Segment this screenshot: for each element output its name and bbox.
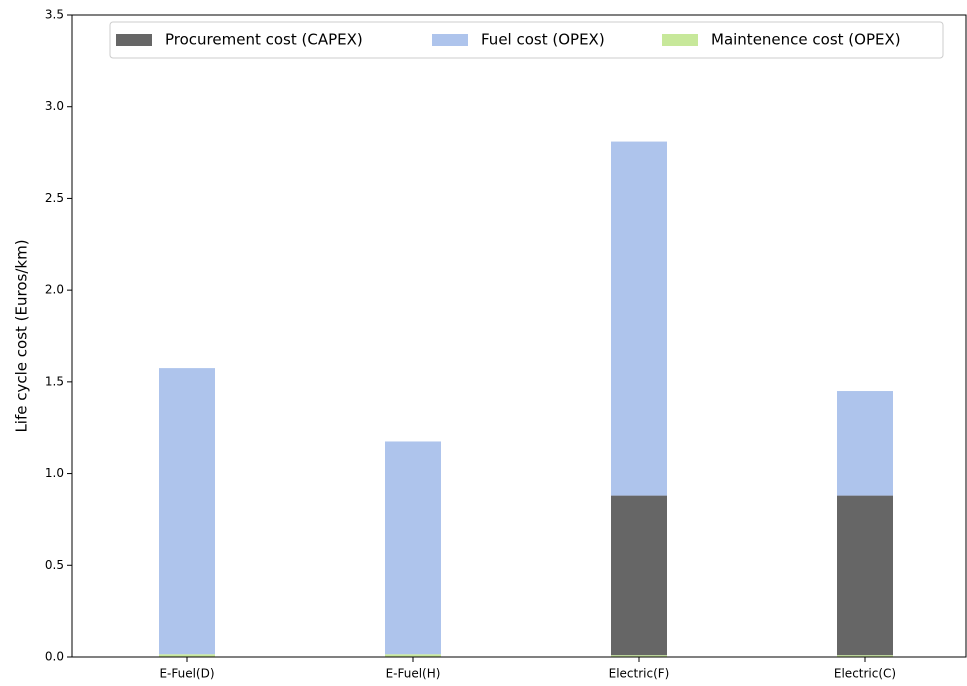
x-tick-label: E-Fuel(D) (159, 667, 214, 681)
y-axis-label: Life cycle cost (Euros/km) (13, 239, 31, 432)
bar-segment (385, 441, 441, 655)
x-tick-label: Electric(F) (609, 667, 670, 681)
legend-swatch (662, 34, 698, 46)
bar-segment (611, 655, 667, 657)
bar-segment (385, 654, 441, 657)
x-tick-label: E-Fuel(H) (386, 667, 441, 681)
y-tick-label: 2.0 (45, 283, 64, 297)
bar-segment (159, 654, 215, 657)
bar-segment (837, 391, 893, 496)
legend-box (109, 21, 944, 59)
bar-segment (837, 655, 893, 657)
bar-segment (611, 141, 667, 496)
y-tick-label: 3.0 (45, 99, 64, 113)
y-tick-label: 1.5 (45, 374, 64, 388)
y-tick-label: 2.5 (45, 191, 64, 205)
bar-segment (159, 368, 215, 655)
legend-label: Maintenence cost (OPEX) (711, 31, 901, 49)
y-tick-label: 3.5 (45, 8, 64, 22)
plot-frame (71, 14, 967, 658)
x-tick-label: Electric(C) (834, 667, 896, 681)
legend-label: Procurement cost (CAPEX) (165, 31, 363, 49)
legend-swatch (116, 34, 152, 46)
y-tick-label: 0.5 (45, 558, 64, 572)
legend-swatch (432, 34, 468, 46)
legend-label: Fuel cost (OPEX) (481, 31, 605, 49)
bar-segment (611, 495, 667, 656)
y-tick-label: 1.0 (45, 466, 64, 480)
y-tick-label: 0.0 (45, 650, 64, 664)
bar-segment (837, 495, 893, 656)
